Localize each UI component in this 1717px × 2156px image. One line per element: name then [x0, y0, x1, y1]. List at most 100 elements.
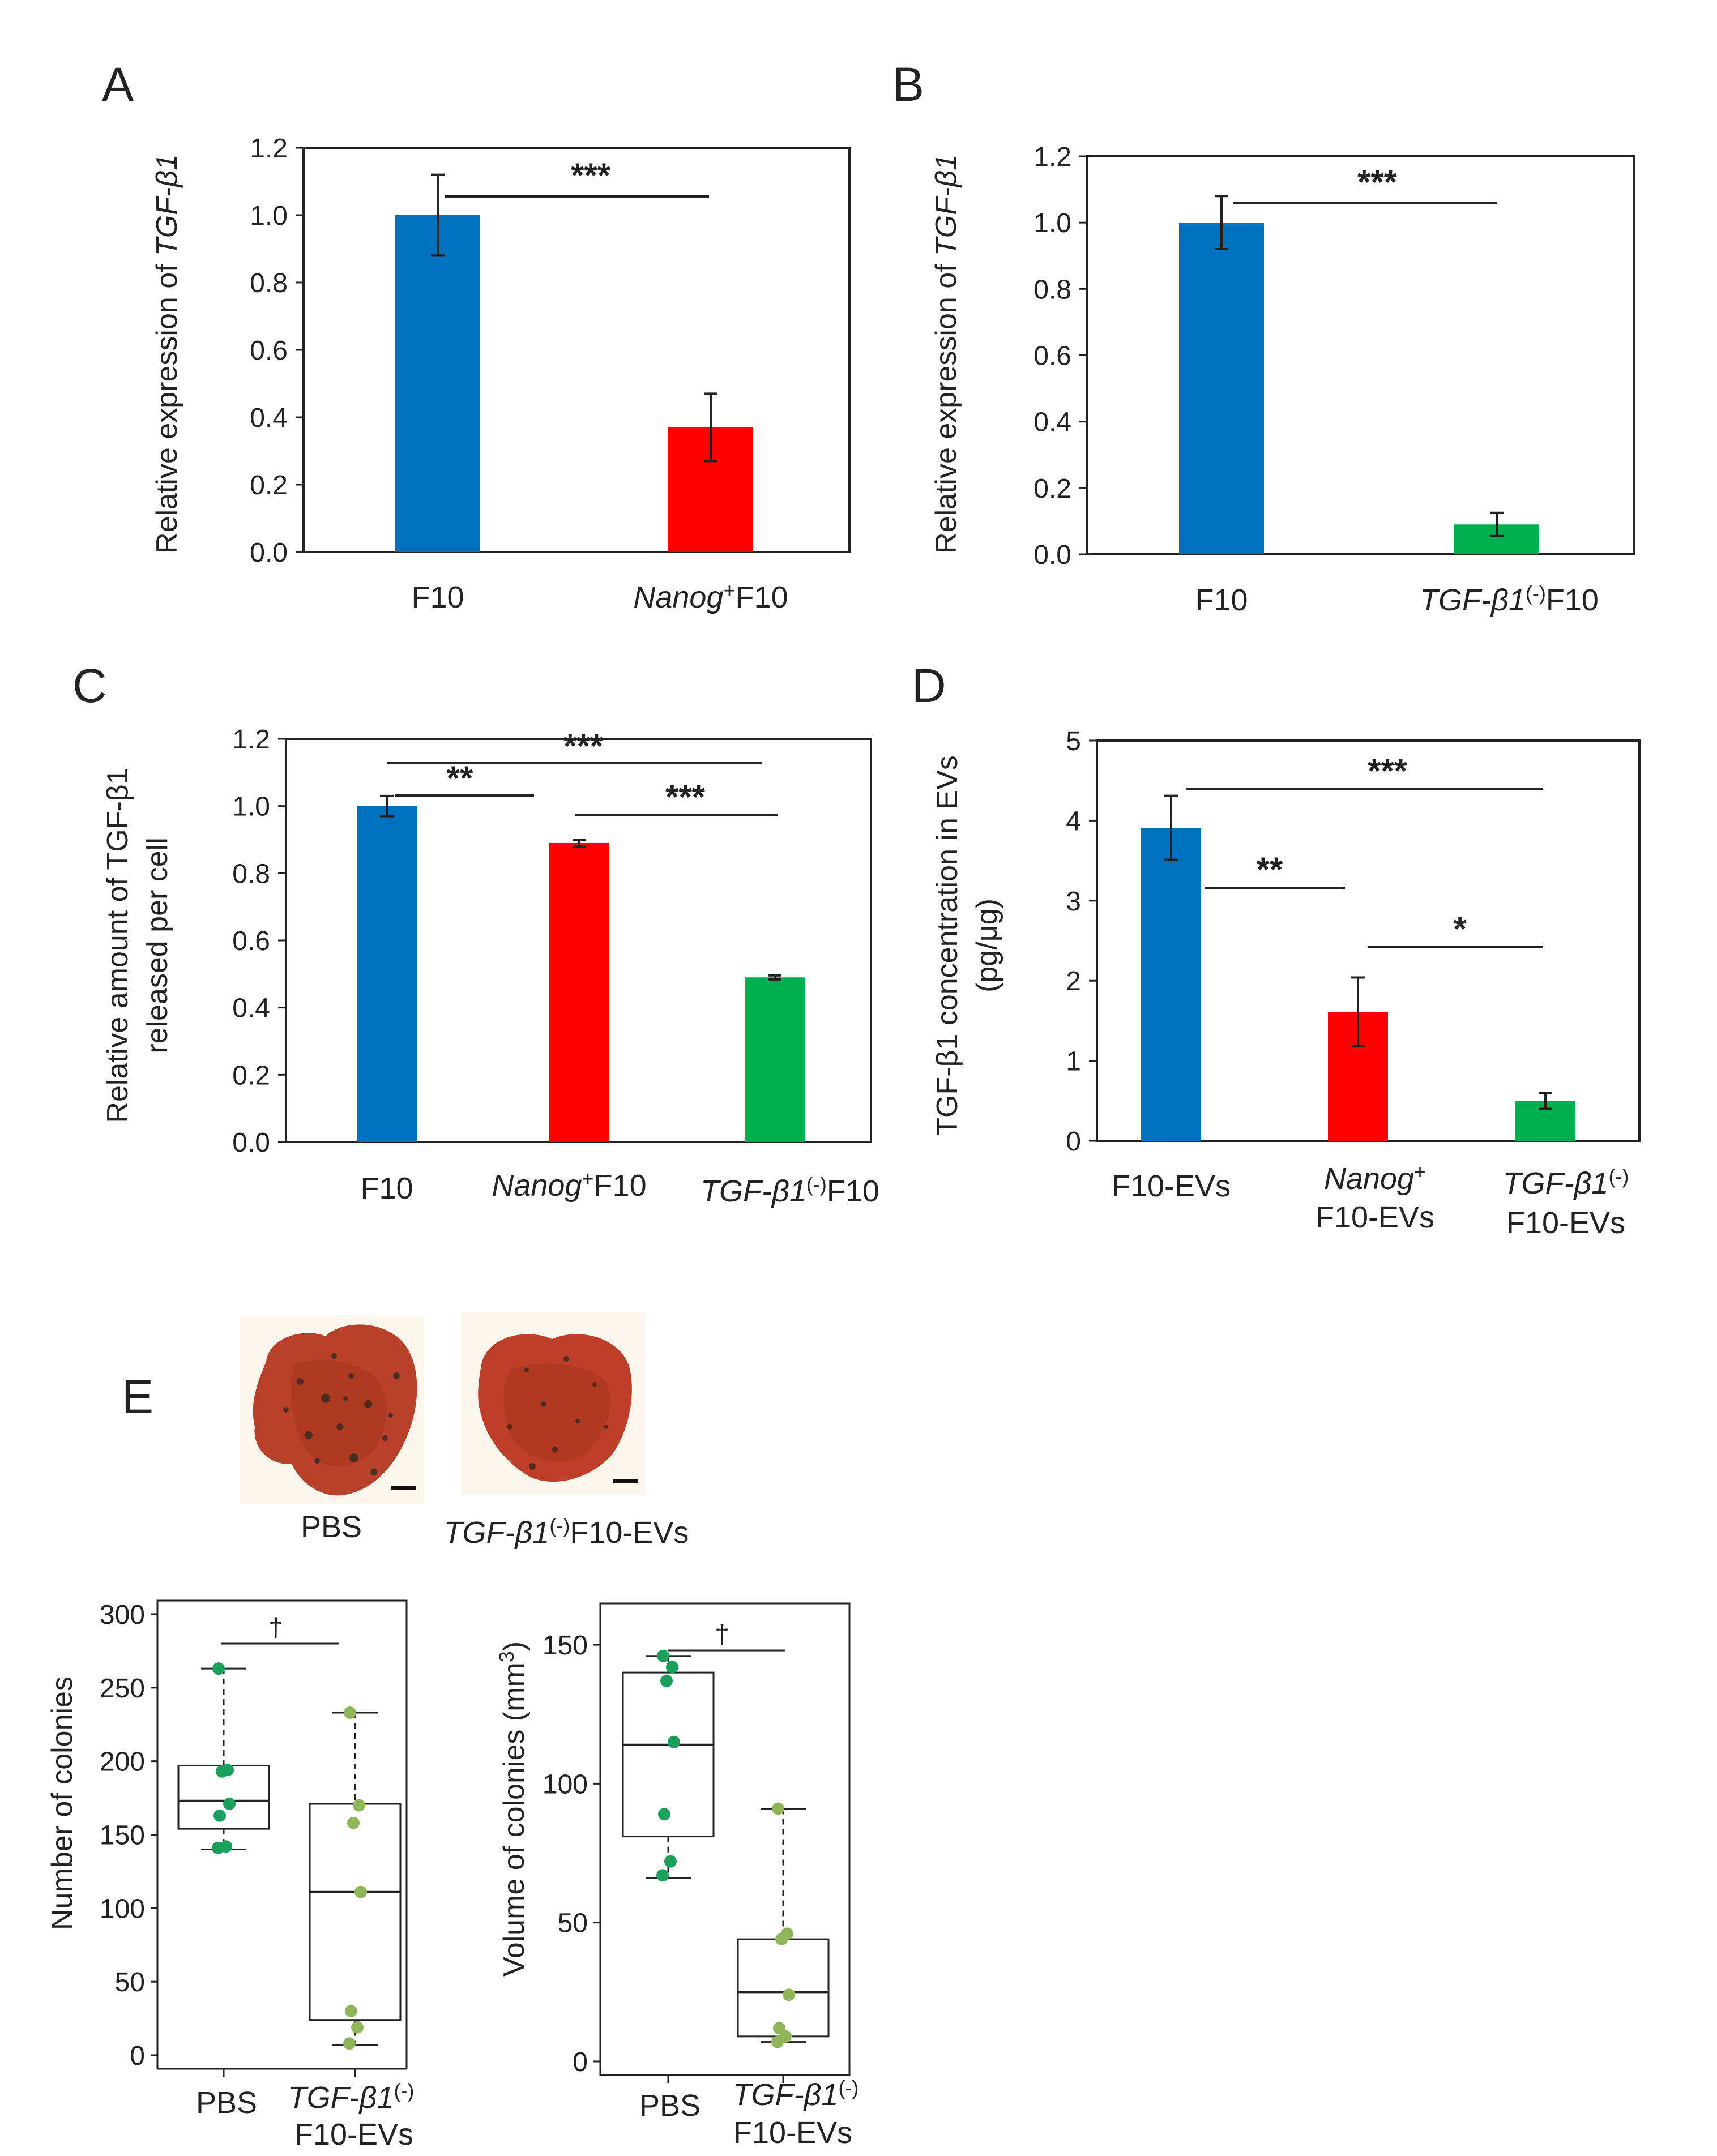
panel-b-ytick-label: 0.8	[1033, 275, 1071, 305]
panel-c-letter: C	[72, 659, 107, 712]
box-right-point-1	[657, 1649, 669, 1662]
box-left-point-2	[354, 1885, 367, 1898]
box-right-box-2	[737, 1938, 830, 2038]
panel-d-ytick-label: 2	[1066, 966, 1081, 996]
panel-a-letter: A	[102, 58, 134, 111]
box-left-plot-frame	[156, 1599, 408, 2070]
panel-b-ytick-label: 1.0	[1033, 208, 1071, 238]
panel-d-category-1: F10-EVs	[1112, 1169, 1231, 1203]
box-right-ytick-label: 100	[543, 1769, 588, 1799]
panel-c-ytick-label: 0.4	[232, 994, 270, 1024]
panel-c-sig-2-3: ***	[665, 778, 706, 816]
panel-a-bar-1	[395, 215, 480, 552]
liver-photo-pbs	[240, 1315, 424, 1504]
panel-b-ytick-label: 0.2	[1033, 474, 1071, 504]
box-right-point-1	[658, 1808, 670, 1821]
box-right-point-1	[668, 1735, 680, 1748]
panel-d-ytick-label: 1	[1066, 1047, 1081, 1077]
box-right-point-2	[783, 1988, 795, 2001]
panel-b-ytick-label: 0.0	[1033, 540, 1071, 570]
panel-c-bar-1	[357, 806, 417, 1142]
panel-a-ytick-label: 0.4	[250, 403, 288, 433]
panel-d-category-3-line2: F10-EVs	[1506, 1206, 1625, 1240]
box-right-ytick-label: 50	[558, 1909, 588, 1939]
panel-a-category-2: Nanog+F10	[633, 579, 788, 614]
box-right-point-2	[772, 1802, 784, 1815]
box-left-point-2	[347, 1816, 360, 1829]
box-left-category-2-line2: F10-EVs	[294, 2118, 413, 2151]
box-left-ytick-label: 50	[115, 1967, 145, 1997]
panel-d: D TGF-β1 concentration in EVs (pg/μg) 0 1…	[912, 659, 1641, 1240]
panel-a-axis: 0.0 0.2 0.4 0.6 0.8 1.0 1.2	[250, 134, 851, 568]
box-right-category-1: PBS	[639, 2089, 701, 2123]
box-left-ytick-label: 300	[100, 1600, 145, 1630]
box-left-point-1	[212, 1841, 224, 1854]
panel-c-bar-2	[549, 842, 609, 1142]
panel-c-sig-1-2: **	[447, 759, 473, 797]
panel-d-bar-1	[1141, 828, 1201, 1141]
panel-b: B Relative expression of TGF-β1 0.0 0.2 0.…	[892, 58, 1635, 617]
box-left-point-1	[213, 1809, 226, 1822]
liver-photo-tgfb1-f10-evs	[462, 1312, 646, 1495]
panel-d-axis: 0 1 2 3 4 5	[1066, 726, 1641, 1157]
box-left-ytick-label: 150	[100, 1821, 145, 1851]
box-right-category-2-line1: TGF-β1(-)	[733, 2076, 859, 2112]
panel-a-ytick-label: 0.8	[250, 268, 288, 298]
panel-d-letter: D	[912, 659, 946, 712]
panel-c-ytick-label: 1.0	[232, 792, 270, 822]
box-left-ytick-label: 0	[130, 2041, 145, 2071]
panel-a-ytick-label: 1.2	[250, 134, 288, 164]
panel-c-sig-1-3: ***	[563, 727, 604, 765]
box-left-ytick-label: 250	[100, 1674, 145, 1704]
box-right-point-1	[660, 1674, 673, 1687]
box-left-category-1: PBS	[196, 2086, 257, 2120]
panel-d-ylabel-line1: TGF-β1 concentration in EVs	[931, 755, 964, 1136]
panel-c-axis: 0.0 0.2 0.4 0.6 0.8 1.0 1.2	[232, 725, 872, 1158]
box-right-box-1	[622, 1671, 715, 1838]
box-right-point-2	[771, 2035, 784, 2048]
panel-d-sig-1-2: **	[1257, 850, 1283, 888]
panel-c-category-1: F10	[360, 1171, 413, 1205]
panel-c-ylabel-line2: released per cell	[141, 837, 174, 1054]
panel-d-ytick-label: 3	[1066, 887, 1081, 917]
panel-b-letter: B	[892, 58, 924, 111]
panel-e: E PBS	[46, 1312, 858, 2151]
panel-b-category-1: F10	[1195, 583, 1248, 617]
box-left-point-1	[223, 1797, 236, 1810]
panel-d-category-2-line2: F10-EVs	[1315, 1200, 1434, 1234]
panel-c-ytick-label: 1.2	[232, 725, 270, 755]
panel-a-ytick-label: 1.0	[250, 201, 288, 231]
panel-d-ytick-label: 0	[1066, 1127, 1081, 1157]
box-right-ylabel: Volume of colonies (mm3)	[495, 1641, 531, 1977]
box-left-ytick-label: 200	[100, 1747, 145, 1777]
panel-d-sig-1-3: ***	[1368, 752, 1408, 790]
box-left-ytick-label: 100	[100, 1894, 145, 1924]
panel-b-ytick-label: 0.4	[1033, 408, 1071, 438]
panel-b-ylabel: Relative expression of TGF-β1	[930, 154, 963, 554]
box-left-box-2	[309, 1803, 402, 2021]
panel-d-sig-2-3: *	[1453, 910, 1467, 948]
panel-c-ytick-label: 0.8	[232, 859, 270, 889]
panel-d-ylabel-line2: (pg/μg)	[971, 899, 1003, 993]
panel-c-category-3: TGF-β1(-)F10	[701, 1173, 879, 1208]
box-left-point-1	[212, 1662, 225, 1675]
photo-label-tgfb1: TGF-β1(-)F10-EVs	[444, 1514, 689, 1550]
box-right-plot-frame	[599, 1602, 851, 2076]
panel-c-ytick-label: 0.0	[232, 1128, 270, 1158]
panel-c-ylabel-line1: Relative amount of TGF-β1	[101, 768, 134, 1123]
box-left-point-2	[345, 2005, 357, 2018]
panel-b-ytick-label: 0.6	[1033, 341, 1071, 371]
box-plot-colonies-count: 0 50 100 150 200 250 300	[100, 1599, 408, 2077]
box-right-point-2	[775, 1933, 788, 1946]
box-plot-colonies-volume: 0 50 100 150	[543, 1602, 851, 2083]
panel-a: A Relative expression of TGF-β1 0.00.20.…	[102, 58, 851, 614]
panel-a-category-1: F10	[411, 580, 464, 614]
panel-b-category-2: TGF-β1(-)F10	[1420, 581, 1599, 617]
box-right-point-1	[664, 1855, 677, 1868]
panel-c: C Relative amount of TGF-β1 released per…	[72, 659, 879, 1208]
panel-d-category-3-line1: TGF-β1(-)	[1503, 1165, 1629, 1200]
box-left-point-1	[216, 1765, 228, 1778]
panel-d-ytick-label: 4	[1066, 806, 1081, 836]
panel-d-ytick-label: 5	[1066, 726, 1081, 756]
